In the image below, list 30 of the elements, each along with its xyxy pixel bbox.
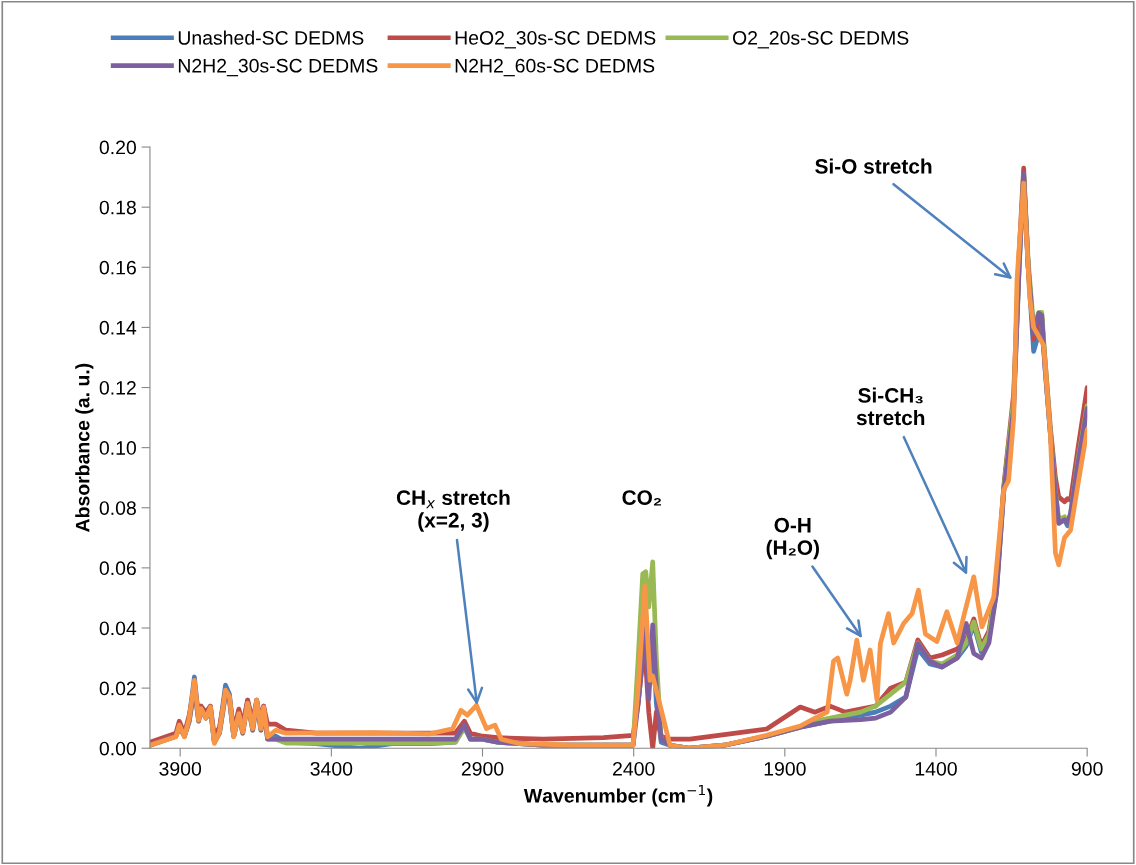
annotation: Si-O stretch	[815, 158, 932, 174]
y-tick-label: 0.14	[99, 320, 137, 335]
y-tick-label: 0.10	[99, 441, 136, 455]
x-tick-label: 2900	[461, 761, 504, 776]
y-tick-label: 0.16	[99, 260, 136, 275]
y-tick-label: 0.20	[99, 140, 136, 155]
annotation: O-H (H₂O)	[766, 517, 819, 560]
legend-label: N2H2_60s-SC DEDMS	[455, 58, 655, 77]
x-tick-label: 1400	[915, 761, 957, 776]
annotation: CH$_{x}$ stretch (x=2, 3)	[396, 489, 510, 532]
legend-label: HeO2_30s-SC DEDMS	[455, 30, 656, 49]
y-tick-label: 0.06	[99, 561, 136, 576]
y-tick-label: 0.08	[99, 501, 136, 515]
x-tick-label: 3400	[310, 761, 353, 776]
x-tick-label: 900	[1071, 761, 1103, 776]
y-tick-label: 0.00	[99, 741, 136, 756]
y-axis-title: Absorbance (a. u.)	[75, 363, 94, 532]
annotation: CO₂	[622, 490, 661, 506]
legend-label: Unashed-SC DEDMS	[178, 30, 364, 45]
x-tick-label: 3900	[159, 761, 202, 776]
y-tick-label: 0.18	[99, 200, 136, 215]
y-tick-label: 0.02	[99, 681, 136, 696]
annotation: Si-CH₃ stretch	[856, 387, 925, 426]
x-axis-title: Wavenumber (cm$^{−1}$)	[523, 785, 713, 807]
x-tick-label: 1900	[764, 761, 806, 776]
x-tick-label: 2400	[613, 761, 655, 776]
legend-label: N2H2_30s-SC DEDMS	[178, 58, 378, 77]
y-tick-label: 0.12	[99, 380, 136, 395]
legend-label: O2_20s-SC DEDMS	[732, 30, 909, 49]
y-tick-label: 0.04	[99, 621, 137, 636]
